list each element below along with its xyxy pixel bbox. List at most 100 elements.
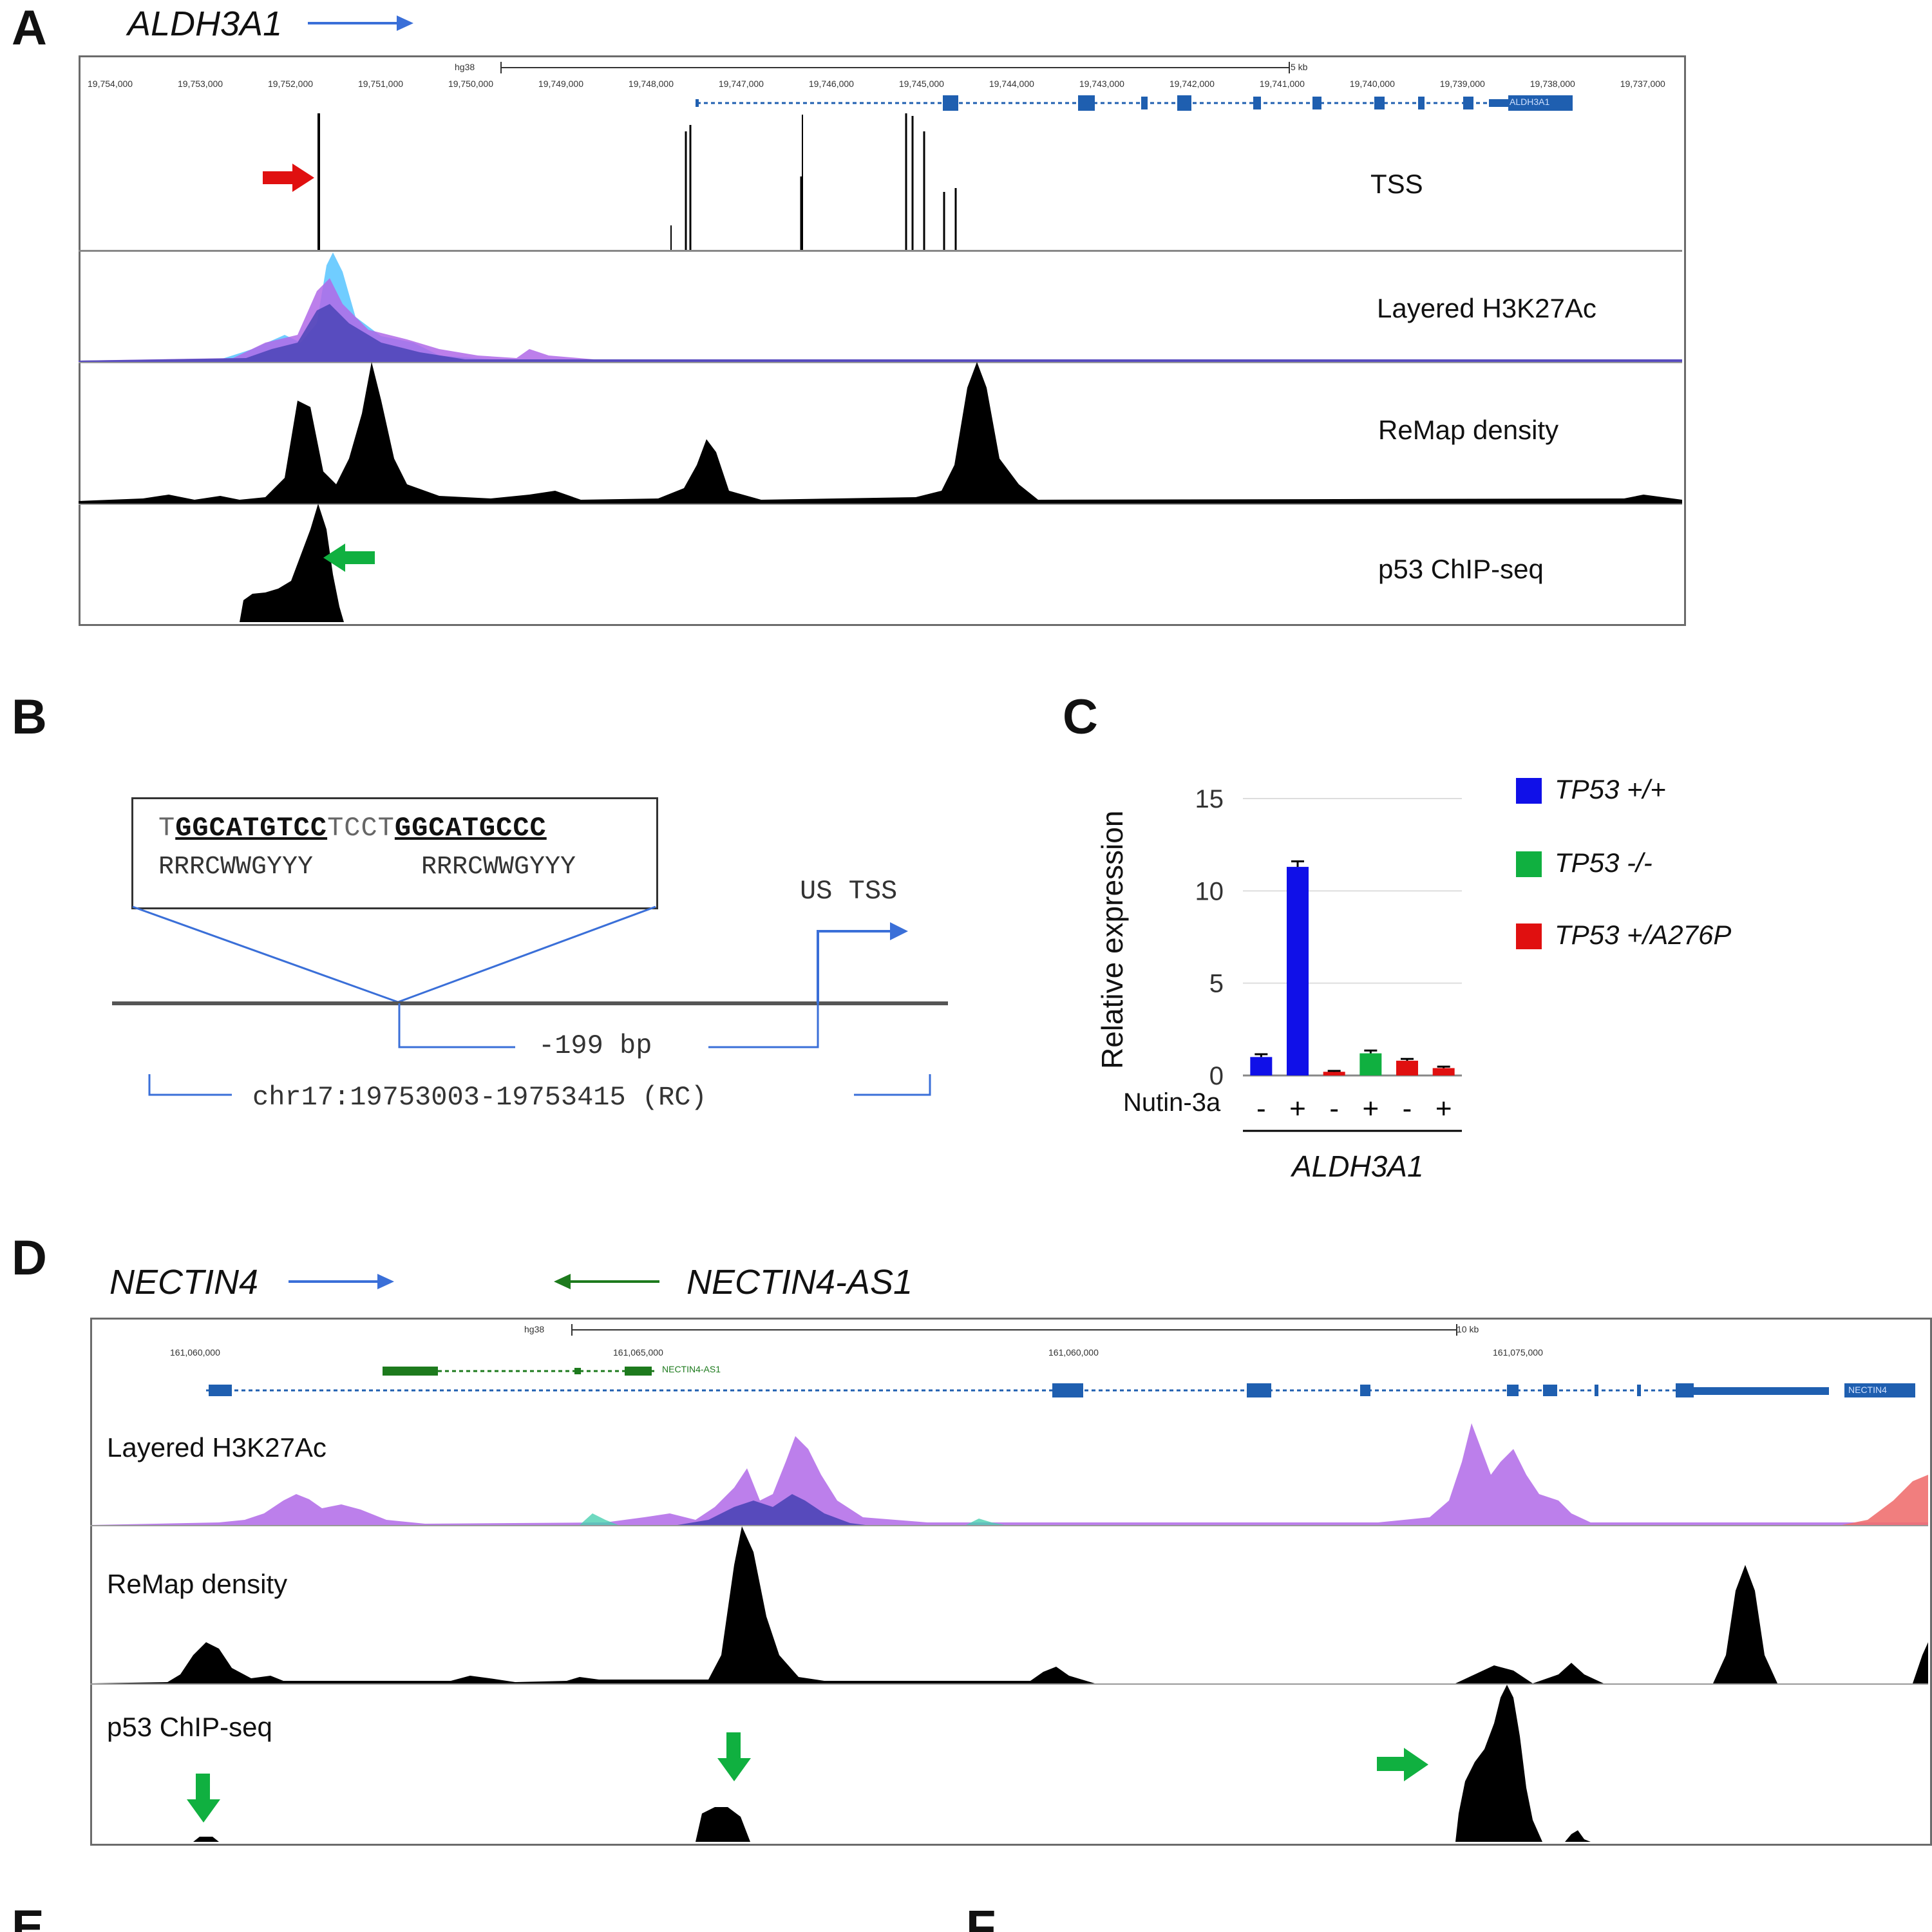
coord-label: 19,747,000 bbox=[718, 79, 764, 89]
bar bbox=[1396, 1061, 1418, 1075]
coord-label: 19,743,000 bbox=[1079, 79, 1124, 89]
track-divider bbox=[90, 1525, 1928, 1526]
legend-label-mut: TP53 +/A276P bbox=[1555, 920, 1732, 950]
track-label-p53-a: p53 ChIP-seq bbox=[1378, 554, 1544, 584]
green-right-arrow bbox=[1377, 1748, 1428, 1781]
nectin4-as1-direction-arrow bbox=[554, 1274, 659, 1289]
gene-name-aldh3a1: ALDH3A1 bbox=[128, 5, 283, 43]
treatment-sign: + bbox=[1362, 1093, 1379, 1124]
scale-label-left-d: hg38 bbox=[524, 1324, 545, 1334]
scale-bar-d bbox=[571, 1324, 1457, 1336]
p53-track-d bbox=[193, 1685, 1591, 1842]
coord-label: 19,738,000 bbox=[1530, 79, 1575, 89]
bar bbox=[1432, 1068, 1455, 1075]
y-tick-label: 10 bbox=[1195, 877, 1224, 905]
coord-label: 19,748,000 bbox=[628, 79, 674, 89]
legend-swatch-mut bbox=[1516, 923, 1542, 949]
coord-label-d: 161,060,000 bbox=[170, 1347, 220, 1358]
track-label-remap-d: ReMap density bbox=[107, 1569, 288, 1599]
seq-half-site-1: GGCATGTCC bbox=[175, 813, 328, 844]
gene-model-nectin4 bbox=[206, 1367, 1915, 1397]
track-label-tss: TSS bbox=[1370, 169, 1423, 199]
gene-name-nectin4: NECTIN4 bbox=[109, 1263, 259, 1302]
coord-label: 19,739,000 bbox=[1439, 79, 1485, 89]
region-label: chr17:19753003-19753415 (RC) bbox=[252, 1082, 707, 1113]
coord-label: 19,746,000 bbox=[808, 79, 854, 89]
h3k27ac-track-d bbox=[90, 1423, 1928, 1526]
consensus-2: RRRCWWGYYY bbox=[421, 853, 576, 882]
legend-swatch-ko bbox=[1516, 851, 1542, 877]
genome-browser-frame-d bbox=[90, 1318, 1932, 1846]
remap-track-d bbox=[90, 1526, 1928, 1685]
nectin4-direction-arrow bbox=[289, 1274, 394, 1289]
coord-label: 19,742,000 bbox=[1169, 79, 1215, 89]
panel-letter-a: A bbox=[12, 1, 47, 55]
coord-label: 19,740,000 bbox=[1349, 79, 1395, 89]
scale-bar bbox=[500, 62, 1290, 73]
red-arrow-marker bbox=[263, 164, 314, 192]
gene-box-label-d: NECTIN4 bbox=[1848, 1385, 1887, 1395]
y-tick-label: 0 bbox=[1209, 1062, 1224, 1090]
promoter-diagram bbox=[112, 905, 948, 1096]
treatment-label: Nutin-3a bbox=[1123, 1088, 1221, 1117]
gene-name-nectin4-as1: NECTIN4-AS1 bbox=[687, 1263, 913, 1302]
scale-label-left: hg38 bbox=[455, 62, 475, 72]
p53-track-a bbox=[240, 504, 344, 622]
y-axis-label: Relative expression bbox=[1095, 810, 1129, 1069]
green-down-arrow-1 bbox=[187, 1774, 220, 1823]
gene-direction-arrow bbox=[308, 15, 413, 31]
bar bbox=[1323, 1072, 1345, 1075]
seq-spacer: TCCT bbox=[327, 813, 395, 844]
track-divider bbox=[79, 250, 1682, 252]
scale-label-right-d: 10 kb bbox=[1457, 1324, 1479, 1334]
track-label-h3k27ac-d: Layered H3K27Ac bbox=[107, 1432, 327, 1463]
panel-letter-e: E bbox=[12, 1900, 44, 1932]
coord-label: 19,741,000 bbox=[1259, 79, 1305, 89]
motif-box bbox=[131, 797, 658, 909]
legend-label-wt: TP53 +/+ bbox=[1555, 774, 1666, 804]
coord-label: 19,744,000 bbox=[989, 79, 1034, 89]
coord-label: 19,750,000 bbox=[448, 79, 494, 89]
y-tick-label: 15 bbox=[1195, 785, 1224, 813]
track-divider bbox=[90, 1683, 1928, 1685]
scale-label-right: 5 kb bbox=[1291, 62, 1308, 72]
gene-model-aldh3a1 bbox=[696, 95, 1573, 111]
green-arrow-marker bbox=[323, 544, 375, 572]
panel-letter-c: C bbox=[1063, 690, 1098, 744]
x-axis-gene-label: ALDH3A1 bbox=[1292, 1150, 1424, 1183]
tss-label: US TSS bbox=[800, 876, 898, 907]
coord-label: 19,753,000 bbox=[177, 79, 223, 89]
treatment-sign: + bbox=[1289, 1093, 1306, 1124]
bar bbox=[1287, 867, 1309, 1075]
track-divider bbox=[79, 504, 1682, 505]
bar bbox=[1250, 1057, 1273, 1075]
track-label-h3k27ac-a: Layered H3K27Ac bbox=[1377, 293, 1596, 323]
legend-label-ko: TP53 -/- bbox=[1555, 848, 1653, 878]
treatment-sign: + bbox=[1435, 1093, 1452, 1124]
coord-label: 19,749,000 bbox=[538, 79, 583, 89]
consensus-1: RRRCWWGYYY bbox=[158, 853, 314, 882]
treatment-sign: - bbox=[1403, 1093, 1412, 1124]
distance-label: -199 bp bbox=[538, 1030, 652, 1061]
track-divider bbox=[79, 362, 1682, 363]
motif-sequence: TGGCATGTCCTCCTGGCATGCCC bbox=[158, 813, 547, 844]
seq-flank: T bbox=[158, 813, 176, 844]
green-down-arrow-2 bbox=[717, 1732, 751, 1781]
as1-gene-label: NECTIN4-AS1 bbox=[662, 1364, 721, 1374]
coordinate-ruler: 19,754,000 19,753,000 19,752,000 19,751,… bbox=[88, 79, 1665, 95]
coord-label: 19,745,000 bbox=[898, 79, 944, 89]
coord-label: 19,751,000 bbox=[357, 79, 404, 89]
panel-letter-d: D bbox=[12, 1231, 47, 1285]
treatment-sign: - bbox=[1256, 1093, 1266, 1124]
track-label-remap-a: ReMap density bbox=[1378, 415, 1559, 445]
track-label-p53-d: p53 ChIP-seq bbox=[107, 1712, 272, 1742]
panel-letter-f: F bbox=[966, 1900, 996, 1932]
coord-label: 19,752,000 bbox=[267, 79, 314, 89]
legend-swatch-wt bbox=[1516, 778, 1542, 804]
coord-label: 19,737,000 bbox=[1620, 79, 1665, 89]
coord-label-d: 161,075,000 bbox=[1493, 1347, 1543, 1358]
tss-track bbox=[317, 113, 957, 250]
coord-label: 19,754,000 bbox=[88, 79, 133, 89]
coord-label-d: 161,065,000 bbox=[613, 1347, 663, 1358]
